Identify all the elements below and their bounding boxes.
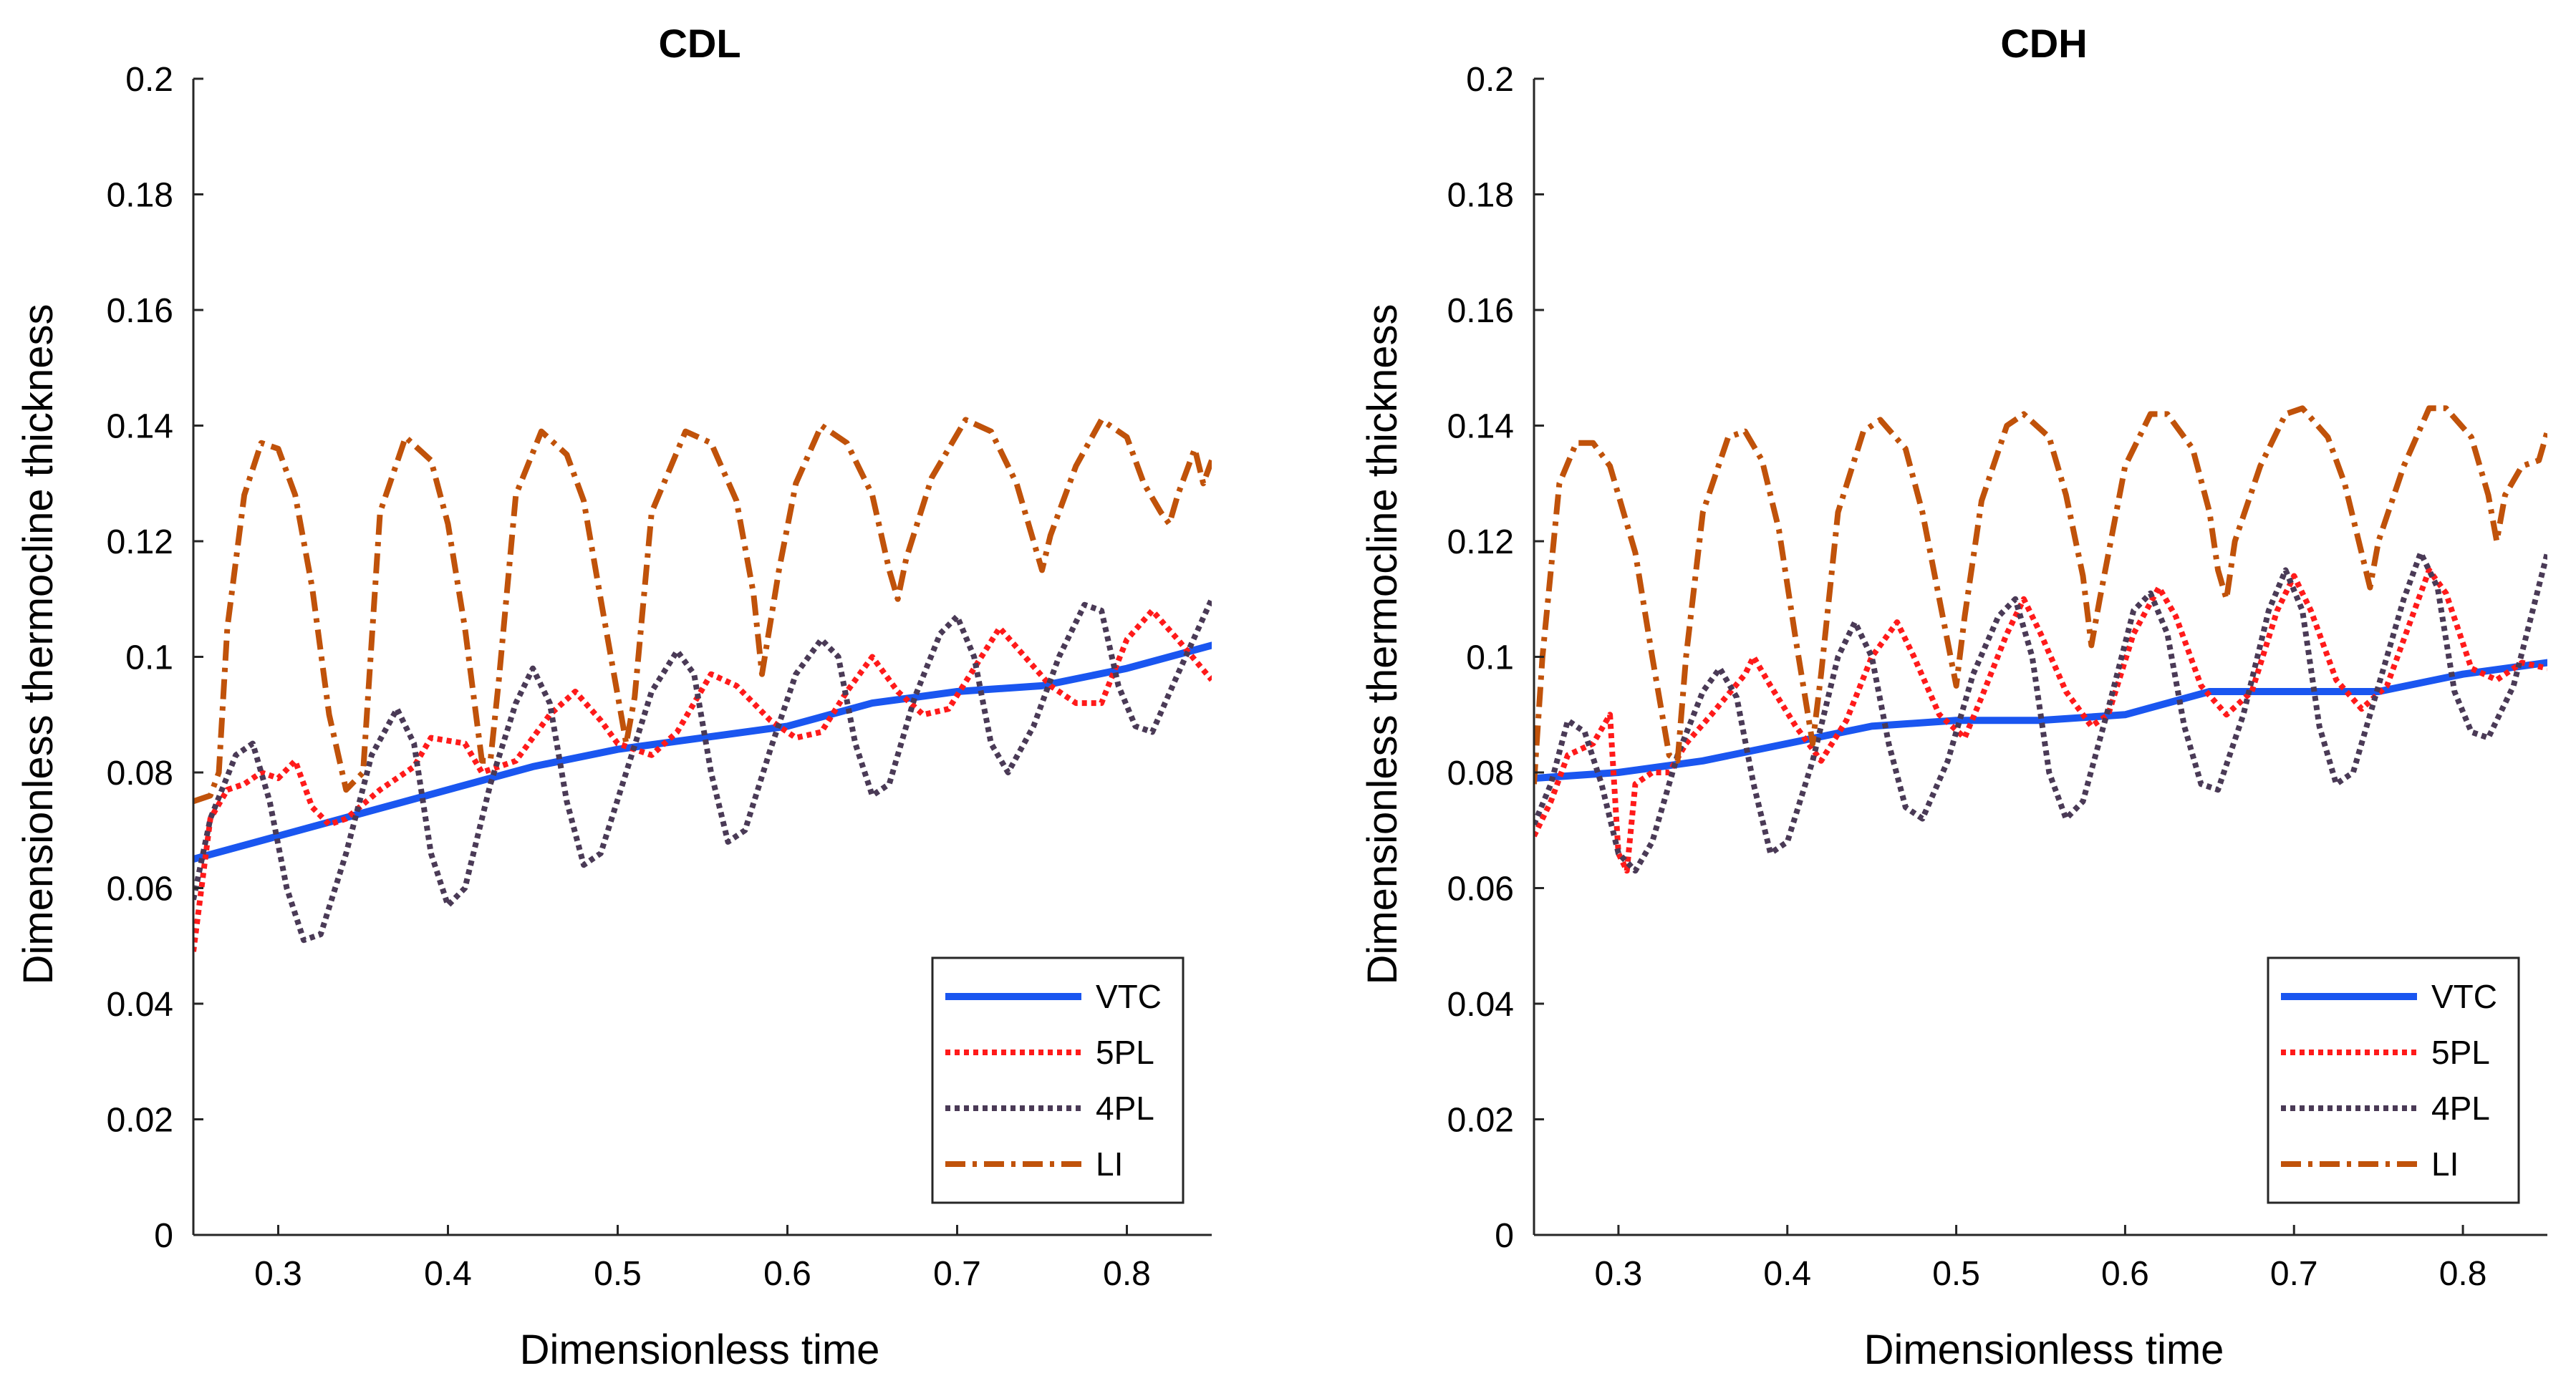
legend: VTC 5PL 4PL LI [931, 956, 1185, 1204]
x-axis-title: Dimensionless time [1864, 1327, 2224, 1373]
y-axis-title: Dimensionless thermocline thickness [1359, 304, 1406, 985]
y-tick-label: 0.1 [125, 639, 173, 677]
y-tick-label: 0.06 [107, 871, 173, 908]
x-tick-label: 0.8 [1103, 1255, 1151, 1293]
legend-label-vtc: VTC [2431, 978, 2497, 1015]
y-tick-label: 0.1 [1466, 639, 1514, 677]
x-tick-label: 0.6 [2101, 1255, 2149, 1293]
legend: VTC 5PL 4PL LI [2267, 956, 2520, 1204]
y-tick-label: 0 [154, 1217, 173, 1255]
series-line-4pl [1534, 550, 2547, 874]
series-line-5pl [193, 607, 1212, 952]
y-tick-label: 0.18 [1447, 177, 1514, 215]
chart-title: CDH [2000, 21, 2087, 66]
x-tick-label: 0.7 [2270, 1255, 2318, 1293]
y-tick-label: 0.08 [107, 755, 173, 793]
x-tick-label: 0.4 [424, 1255, 472, 1293]
chart-title: CDL [658, 21, 741, 66]
y-tick-label: 0.16 [107, 292, 173, 330]
legend-label-li: LI [2431, 1145, 2459, 1183]
chart-panel-cdl: 0 0.02 0.04 0.06 0.08 0.1 0.12 0.14 0.16 0.18 0.2 0… [15, 21, 1212, 1373]
axes-layer: 0 0.02 0.04 0.06 0.08 0.1 0.12 0.14 0.16 0.18 0.2 0… [1447, 61, 2547, 1293]
y-tick-label: 0.2 [1466, 61, 1514, 99]
y-tick-label: 0.02 [107, 1102, 173, 1140]
legend-label-li: LI [1096, 1145, 1123, 1183]
x-axis-title: Dimensionless time [520, 1327, 880, 1373]
series-line-vtc [193, 641, 1212, 863]
y-tick-label: 0.12 [1447, 523, 1514, 561]
series-line-4pl [193, 598, 1212, 944]
y-tick-label: 0.18 [107, 177, 173, 215]
legend-label-5pl: 5PL [2431, 1034, 2490, 1071]
y-tick-label: 0.14 [107, 408, 173, 446]
series-line-li [1534, 405, 2547, 785]
series-layer [1534, 405, 2547, 874]
y-tick-label: 0.04 [107, 986, 173, 1024]
series-line-li [193, 417, 1212, 805]
axes-layer: 0 0.02 0.04 0.06 0.08 0.1 0.12 0.14 0.16 0.18 0.2 0… [107, 61, 1212, 1293]
x-tick-label: 0.3 [1595, 1255, 1643, 1293]
legend-label-4pl: 4PL [2431, 1090, 2490, 1127]
x-tick-label: 0.7 [933, 1255, 981, 1293]
y-axis-title: Dimensionless thermocline thickness [15, 304, 62, 985]
series-layer [193, 417, 1212, 952]
x-tick-label: 0.5 [594, 1255, 642, 1293]
y-tick-label: 0.12 [107, 523, 173, 561]
y-tick-label: 0.14 [1447, 408, 1514, 446]
y-tick-label: 0 [1495, 1217, 1514, 1255]
y-tick-label: 0.16 [1447, 292, 1514, 330]
x-tick-label: 0.5 [1932, 1255, 1980, 1293]
y-tick-label: 0.04 [1447, 986, 1514, 1024]
y-tick-label: 0.08 [1447, 755, 1514, 793]
y-tick-label: 0.02 [1447, 1102, 1514, 1140]
series-line-5pl [1534, 567, 2547, 874]
x-tick-label: 0.4 [1763, 1255, 1811, 1293]
x-tick-label: 0.3 [254, 1255, 302, 1293]
y-tick-label: 0.2 [125, 61, 173, 99]
chart-panel-cdh: 0 0.02 0.04 0.06 0.08 0.1 0.12 0.14 0.16 0.18 0.2 0… [1359, 21, 2547, 1373]
x-tick-label: 0.6 [763, 1255, 811, 1293]
legend-label-4pl: 4PL [1096, 1090, 1154, 1127]
legend-label-5pl: 5PL [1096, 1034, 1154, 1071]
y-tick-label: 0.06 [1447, 871, 1514, 908]
legend-label-vtc: VTC [1096, 978, 1162, 1015]
x-tick-label: 0.8 [2439, 1255, 2487, 1293]
